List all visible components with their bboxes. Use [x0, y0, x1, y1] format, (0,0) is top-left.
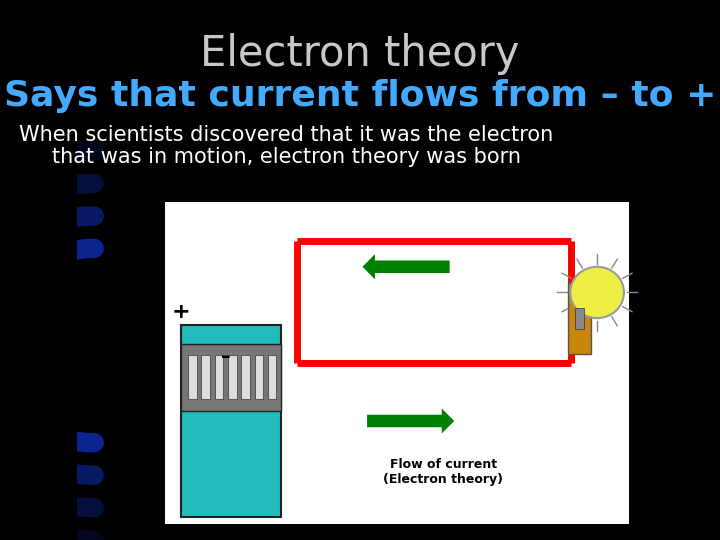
Bar	[255, 355, 264, 399]
Text: –: –	[220, 347, 230, 366]
Bar	[268, 355, 276, 399]
Bar	[165, 202, 629, 524]
Text: Electron theory: Electron theory	[200, 33, 520, 75]
Text: Says that current flows from – to +: Says that current flows from – to +	[4, 79, 716, 113]
Bar	[228, 355, 237, 399]
Bar	[181, 325, 281, 517]
Text: that was in motion, electron theory was born: that was in motion, electron theory was …	[52, 146, 521, 167]
Bar	[575, 308, 584, 329]
Bar	[241, 355, 250, 399]
Text: When scientists discovered that it was the electron: When scientists discovered that it was t…	[19, 125, 554, 145]
Bar	[188, 355, 197, 399]
Text: +: +	[172, 302, 191, 322]
Circle shape	[570, 267, 624, 318]
Bar	[215, 355, 223, 399]
Bar	[181, 344, 281, 411]
Text: Flow of current
(Electron theory): Flow of current (Electron theory)	[383, 458, 503, 487]
Bar	[568, 283, 590, 354]
Bar	[202, 355, 210, 399]
